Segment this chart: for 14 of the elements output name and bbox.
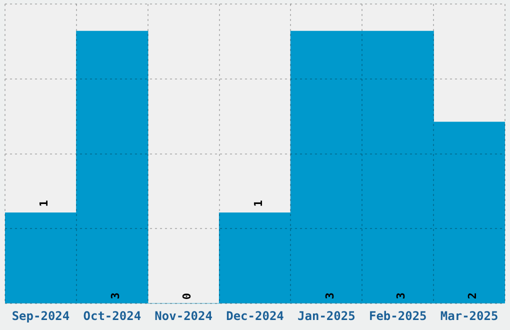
x-tick-label: Jan-2025 <box>298 308 356 323</box>
data-label: 3 <box>109 292 122 300</box>
data-label: 0 <box>180 292 194 300</box>
data-label: 2 <box>466 292 480 300</box>
data-label: 1 <box>252 200 265 207</box>
x-tick-label: Dec-2024 <box>226 308 284 323</box>
x-tick-label: Feb-2025 <box>368 308 427 323</box>
x-tick-label: Mar-2025 <box>440 308 498 323</box>
data-label: 3 <box>394 292 408 300</box>
x-tick-label: Nov-2024 <box>154 308 212 323</box>
x-tick-label: Oct-2024 <box>83 308 142 323</box>
x-tick-label: Sep-2024 <box>12 308 70 323</box>
data-label: 3 <box>323 292 336 300</box>
data-label: 1 <box>38 200 51 207</box>
